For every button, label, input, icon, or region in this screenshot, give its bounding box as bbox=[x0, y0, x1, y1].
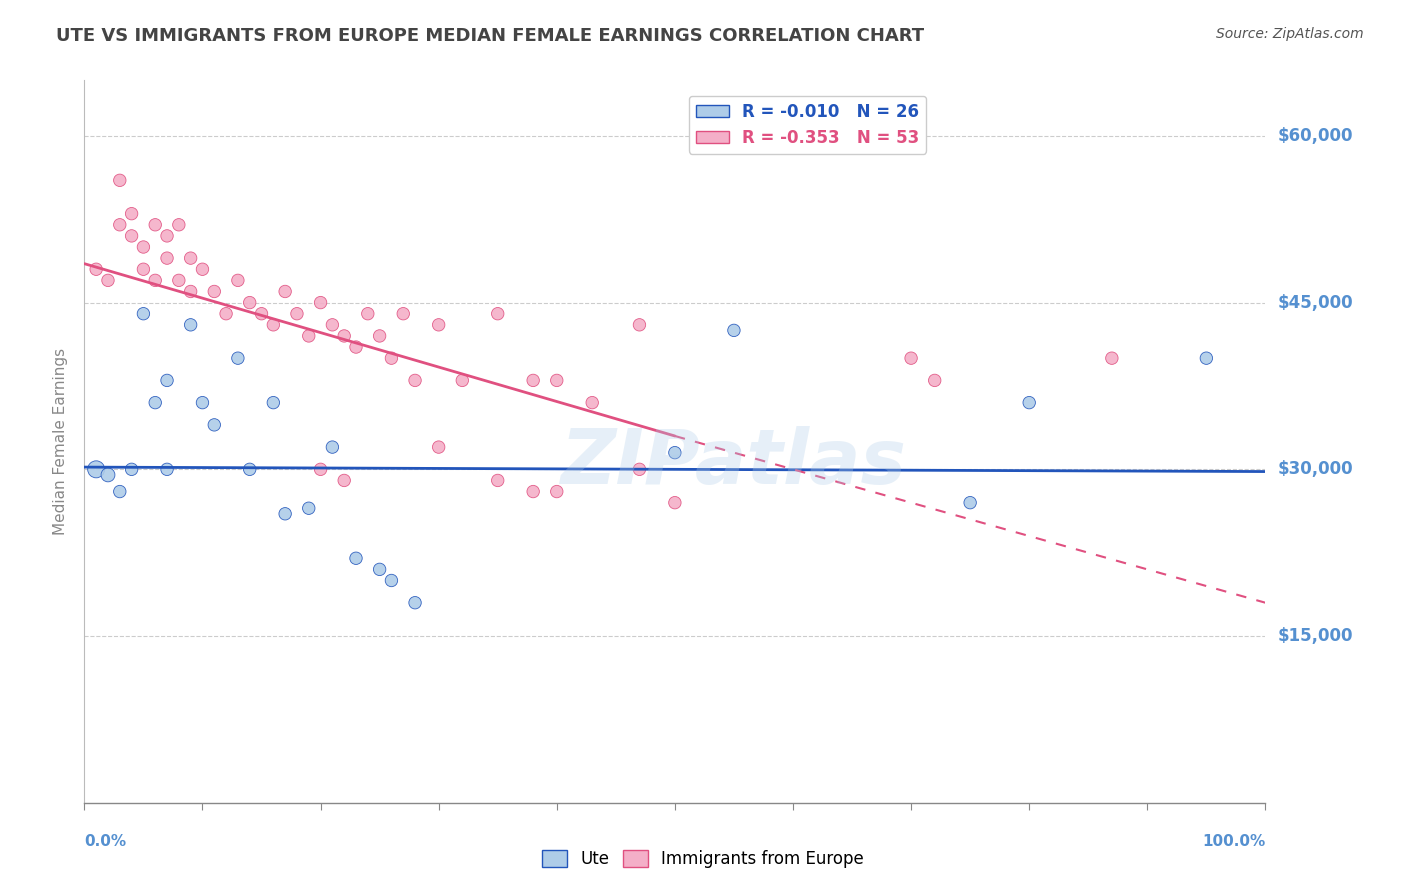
Point bbox=[344, 340, 367, 354]
Point bbox=[368, 329, 391, 343]
Point bbox=[427, 318, 450, 332]
Text: $30,000: $30,000 bbox=[1277, 460, 1353, 478]
Point bbox=[404, 373, 426, 387]
Point bbox=[392, 307, 415, 321]
Point bbox=[321, 318, 343, 332]
Point bbox=[368, 562, 391, 576]
Point bbox=[664, 496, 686, 510]
Point bbox=[132, 240, 155, 254]
Point bbox=[262, 395, 284, 409]
Point bbox=[180, 318, 202, 332]
Point bbox=[1101, 351, 1123, 366]
Point bbox=[628, 318, 651, 332]
Point bbox=[522, 484, 544, 499]
Point bbox=[486, 307, 509, 321]
Point bbox=[180, 285, 202, 299]
Point bbox=[274, 285, 297, 299]
Point bbox=[546, 373, 568, 387]
Point bbox=[900, 351, 922, 366]
Point bbox=[333, 329, 356, 343]
Point bbox=[298, 501, 321, 516]
Point bbox=[191, 395, 214, 409]
Point bbox=[108, 484, 131, 499]
Point bbox=[723, 323, 745, 337]
Point bbox=[156, 462, 179, 476]
Point bbox=[628, 462, 651, 476]
Legend: Ute, Immigrants from Europe: Ute, Immigrants from Europe bbox=[536, 843, 870, 875]
Point bbox=[380, 351, 402, 366]
Point bbox=[84, 462, 107, 476]
Point bbox=[924, 373, 946, 387]
Point bbox=[664, 445, 686, 459]
Point bbox=[357, 307, 380, 321]
Point bbox=[522, 373, 544, 387]
Point bbox=[180, 251, 202, 265]
Point bbox=[108, 218, 131, 232]
Text: 0.0%: 0.0% bbox=[84, 834, 127, 849]
Point bbox=[121, 462, 143, 476]
Point bbox=[132, 307, 155, 321]
Point bbox=[404, 596, 426, 610]
Point bbox=[321, 440, 343, 454]
Point bbox=[226, 273, 249, 287]
Text: ZIPatlas: ZIPatlas bbox=[561, 426, 907, 500]
Point bbox=[309, 462, 332, 476]
Point bbox=[167, 273, 190, 287]
Point bbox=[167, 218, 190, 232]
Point bbox=[215, 307, 238, 321]
Point bbox=[250, 307, 273, 321]
Point bbox=[285, 307, 308, 321]
Point bbox=[959, 496, 981, 510]
Point bbox=[239, 295, 262, 310]
Point bbox=[239, 462, 262, 476]
Text: $60,000: $60,000 bbox=[1277, 127, 1353, 145]
Text: 100.0%: 100.0% bbox=[1202, 834, 1265, 849]
Text: $15,000: $15,000 bbox=[1277, 627, 1353, 645]
Text: $45,000: $45,000 bbox=[1277, 293, 1353, 311]
Legend: R = -0.010   N = 26, R = -0.353   N = 53: R = -0.010 N = 26, R = -0.353 N = 53 bbox=[689, 95, 927, 153]
Point bbox=[1018, 395, 1040, 409]
Point bbox=[380, 574, 402, 588]
Point bbox=[143, 218, 166, 232]
Point bbox=[486, 474, 509, 488]
Point bbox=[97, 273, 120, 287]
Point bbox=[274, 507, 297, 521]
Point bbox=[202, 285, 225, 299]
Point bbox=[309, 295, 332, 310]
Y-axis label: Median Female Earnings: Median Female Earnings bbox=[52, 348, 67, 535]
Point bbox=[156, 373, 179, 387]
Text: UTE VS IMMIGRANTS FROM EUROPE MEDIAN FEMALE EARNINGS CORRELATION CHART: UTE VS IMMIGRANTS FROM EUROPE MEDIAN FEM… bbox=[56, 27, 924, 45]
Point bbox=[333, 474, 356, 488]
Point bbox=[191, 262, 214, 277]
Text: Source: ZipAtlas.com: Source: ZipAtlas.com bbox=[1216, 27, 1364, 41]
Point bbox=[546, 484, 568, 499]
Point bbox=[451, 373, 474, 387]
Point bbox=[156, 228, 179, 243]
Point bbox=[1195, 351, 1218, 366]
Point bbox=[298, 329, 321, 343]
Point bbox=[143, 395, 166, 409]
Point bbox=[581, 395, 603, 409]
Point bbox=[202, 417, 225, 432]
Point bbox=[121, 228, 143, 243]
Point bbox=[143, 273, 166, 287]
Point bbox=[226, 351, 249, 366]
Point bbox=[262, 318, 284, 332]
Point bbox=[121, 207, 143, 221]
Point bbox=[344, 551, 367, 566]
Point bbox=[108, 173, 131, 187]
Point bbox=[132, 262, 155, 277]
Point bbox=[84, 262, 107, 277]
Point bbox=[427, 440, 450, 454]
Point bbox=[97, 467, 120, 482]
Point bbox=[156, 251, 179, 265]
